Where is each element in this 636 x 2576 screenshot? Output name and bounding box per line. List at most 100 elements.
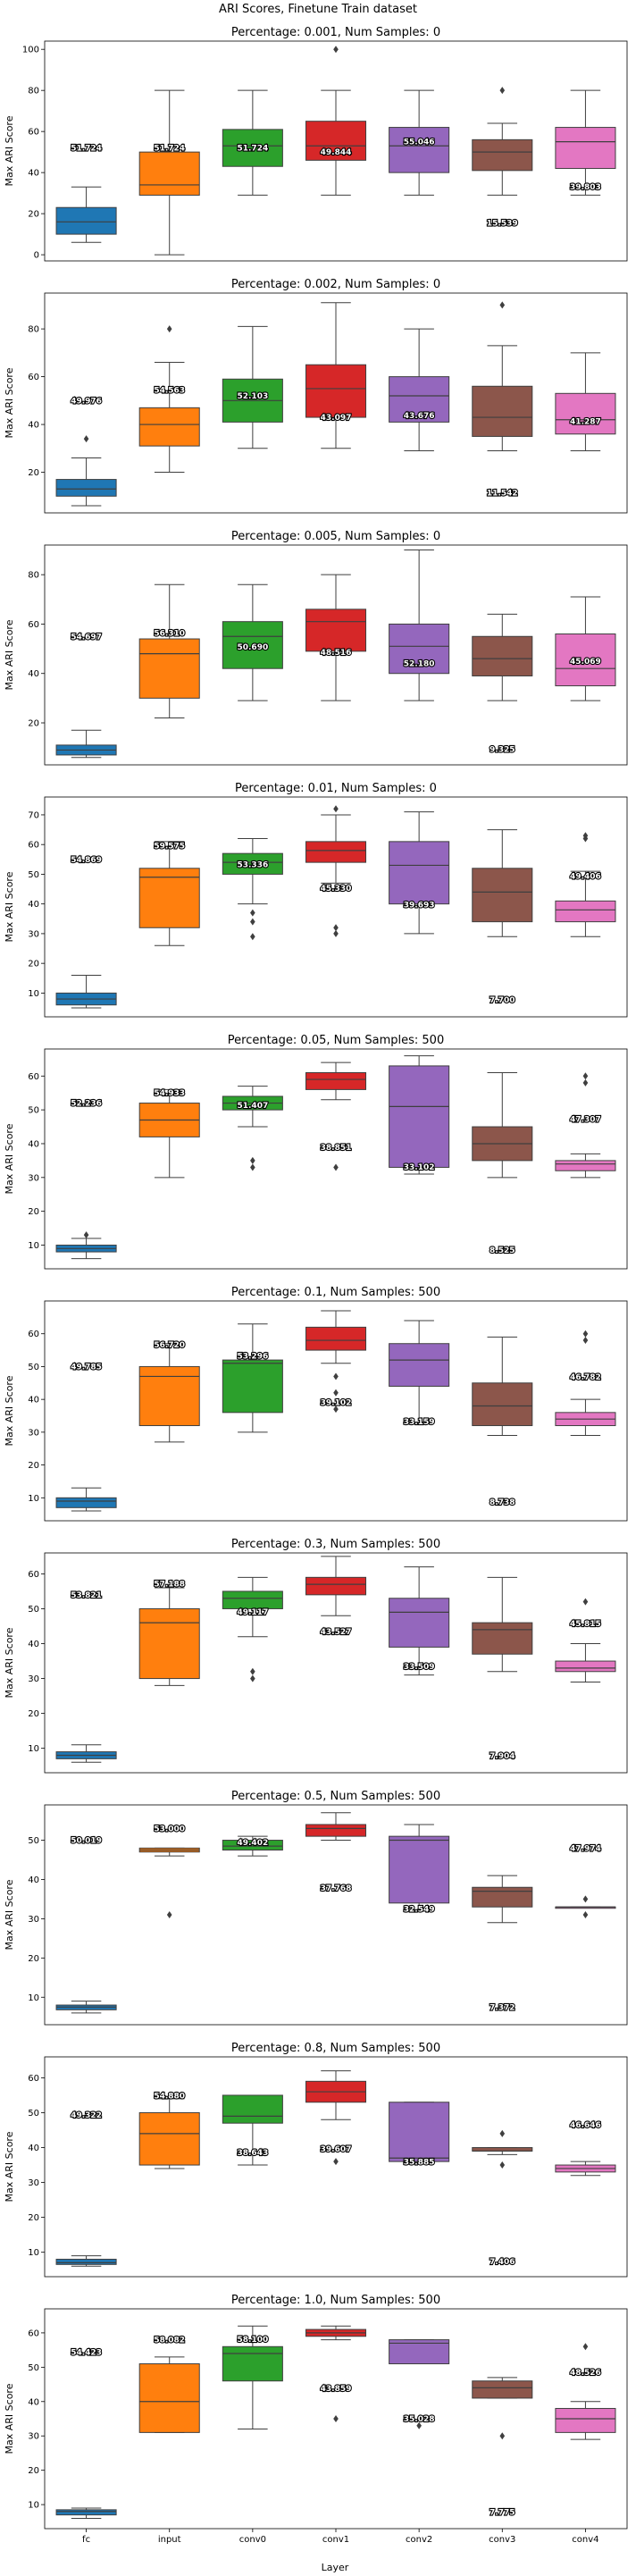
outlier-point xyxy=(333,46,339,54)
box-iqr xyxy=(305,121,367,161)
value-annotation: 51.724 xyxy=(237,145,268,154)
y-tick-label: 60 xyxy=(28,620,39,630)
value-annotation: 56.720 xyxy=(154,1341,185,1350)
box-iqr xyxy=(389,1343,450,1387)
y-tick-label: 40 xyxy=(28,421,39,431)
value-annotation: 54.423 xyxy=(71,2348,102,2357)
outlier-point xyxy=(333,1389,339,1397)
y-tick-label: 70 xyxy=(28,810,39,820)
box-conv1: 45.330 xyxy=(305,805,367,937)
box-conv0: 50.690 xyxy=(222,583,283,701)
box-fc: 52.236 xyxy=(55,1098,117,1260)
outlier-point xyxy=(333,805,339,813)
box-conv4: 39.803 xyxy=(555,89,616,196)
value-annotation: 53.296 xyxy=(237,1352,268,1361)
value-annotation: 50.019 xyxy=(71,1837,102,1846)
box-iqr xyxy=(222,2345,283,2382)
outlier-point xyxy=(582,1072,589,1080)
box-conv1: 43.859 xyxy=(305,2325,367,2422)
panel: Percentage: 0.05, Num Samples: 500 10 20 30… xyxy=(4,1034,628,1270)
value-annotation: 38.851 xyxy=(321,1144,352,1153)
value-annotation: 46.782 xyxy=(570,1373,601,1382)
box-iqr xyxy=(138,1607,200,1680)
box-iqr xyxy=(305,364,367,418)
value-annotation: 39.803 xyxy=(570,183,601,192)
y-tick-label: 40 xyxy=(28,169,39,179)
y-tick-label: 40 xyxy=(28,669,39,679)
box-fc: 54.423 xyxy=(55,2347,117,2519)
y-tick-label: 80 xyxy=(28,325,39,335)
plot-frame xyxy=(44,544,628,766)
value-annotation: 51.724 xyxy=(154,145,185,154)
y-tick-label: 20 xyxy=(28,1207,39,1217)
value-annotation: 41.287 xyxy=(570,418,601,427)
box-conv0: 53.296 xyxy=(222,1323,283,1433)
box-iqr xyxy=(555,1160,616,1171)
box-conv3: 7.904 xyxy=(472,1576,533,1762)
value-annotation: 38.643 xyxy=(237,2149,268,2158)
box-conv0: 51.724 xyxy=(222,89,283,196)
box-conv2: 39.693 xyxy=(389,811,450,935)
y-tick-label: 60 xyxy=(28,1570,39,1580)
y-tick-label: 40 xyxy=(28,1139,39,1149)
y-tick-label: 10 xyxy=(28,1241,39,1251)
value-annotation: 39.693 xyxy=(404,902,435,910)
y-tick-label: 50 xyxy=(28,1836,39,1846)
box-conv0: 51.407 xyxy=(222,1086,283,1171)
outlier-point xyxy=(250,918,255,926)
y-tick-label: 10 xyxy=(28,2501,39,2511)
value-annotation: 49.976 xyxy=(71,397,102,406)
y-tick-label: 50 xyxy=(28,2109,39,2119)
box-input: 56.720 xyxy=(138,1340,200,1443)
panels: Percentage: 0.001, Num Samples: 0 0 20 40 60… xyxy=(4,26,628,2545)
panel-title: Percentage: 0.01, Num Samples: 0 xyxy=(235,782,437,795)
box-conv3: 8.525 xyxy=(472,1071,533,1256)
y-tick-label: 60 xyxy=(28,373,39,382)
panel: Percentage: 0.002, Num Samples: 0 20 40 60 8… xyxy=(4,278,628,514)
value-annotation: 43.527 xyxy=(321,1628,352,1637)
box-conv1: 43.097 xyxy=(305,302,367,449)
y-tick-label: 60 xyxy=(28,1330,39,1339)
box-iqr xyxy=(555,1660,616,1673)
panel-title: Percentage: 0.002, Num Samples: 0 xyxy=(231,278,440,291)
box-conv3: 7.775 xyxy=(472,2377,533,2519)
box-input: 57.188 xyxy=(138,1579,200,1686)
value-annotation: 52.180 xyxy=(404,660,435,669)
box-conv0: 58.100 xyxy=(222,2325,283,2430)
y-tick-label: 20 xyxy=(28,719,39,729)
plot-frame xyxy=(44,796,628,1018)
box-conv4: 45.815 xyxy=(555,1598,616,1682)
value-annotation: 57.188 xyxy=(154,1580,185,1589)
box-conv3: 9.325 xyxy=(472,613,533,756)
y-tick-label: 10 xyxy=(28,1744,39,1754)
value-annotation: 49.406 xyxy=(570,872,601,881)
box-input: 53.000 xyxy=(138,1824,200,1918)
y-tick-label: 40 xyxy=(28,900,39,910)
box-iqr xyxy=(472,868,533,923)
y-tick-label: 50 xyxy=(28,2363,39,2373)
box-input: 54.933 xyxy=(138,1088,200,1179)
y-tick-label: 40 xyxy=(28,2397,39,2407)
box-iqr xyxy=(472,635,533,676)
value-annotation: 47.974 xyxy=(570,1844,601,1853)
value-annotation: 35.028 xyxy=(404,2415,435,2424)
value-annotation: 15.539 xyxy=(487,219,518,228)
box-fc: 49.976 xyxy=(55,396,117,507)
box-iqr xyxy=(389,2102,450,2162)
value-annotation: 7.700 xyxy=(490,996,515,1005)
outlier-point xyxy=(83,435,89,443)
y-tick-label: 80 xyxy=(28,571,39,581)
y-tick-label: 30 xyxy=(28,1915,39,1925)
box-iqr xyxy=(305,608,367,652)
value-annotation: 49.402 xyxy=(237,1839,268,1848)
y-tick-label: 20 xyxy=(28,210,39,220)
figure-title: ARI Scores, Finetune Train dataset xyxy=(219,3,417,16)
value-annotation: 54.697 xyxy=(71,633,102,642)
outlier-point xyxy=(166,325,172,333)
value-annotation: 52.236 xyxy=(71,1100,102,1109)
value-annotation: 48.516 xyxy=(321,649,352,658)
value-annotation: 7.372 xyxy=(490,2004,515,2013)
box-iqr xyxy=(222,1359,283,1414)
box-iqr xyxy=(55,479,117,497)
outlier-point xyxy=(83,1231,89,1239)
